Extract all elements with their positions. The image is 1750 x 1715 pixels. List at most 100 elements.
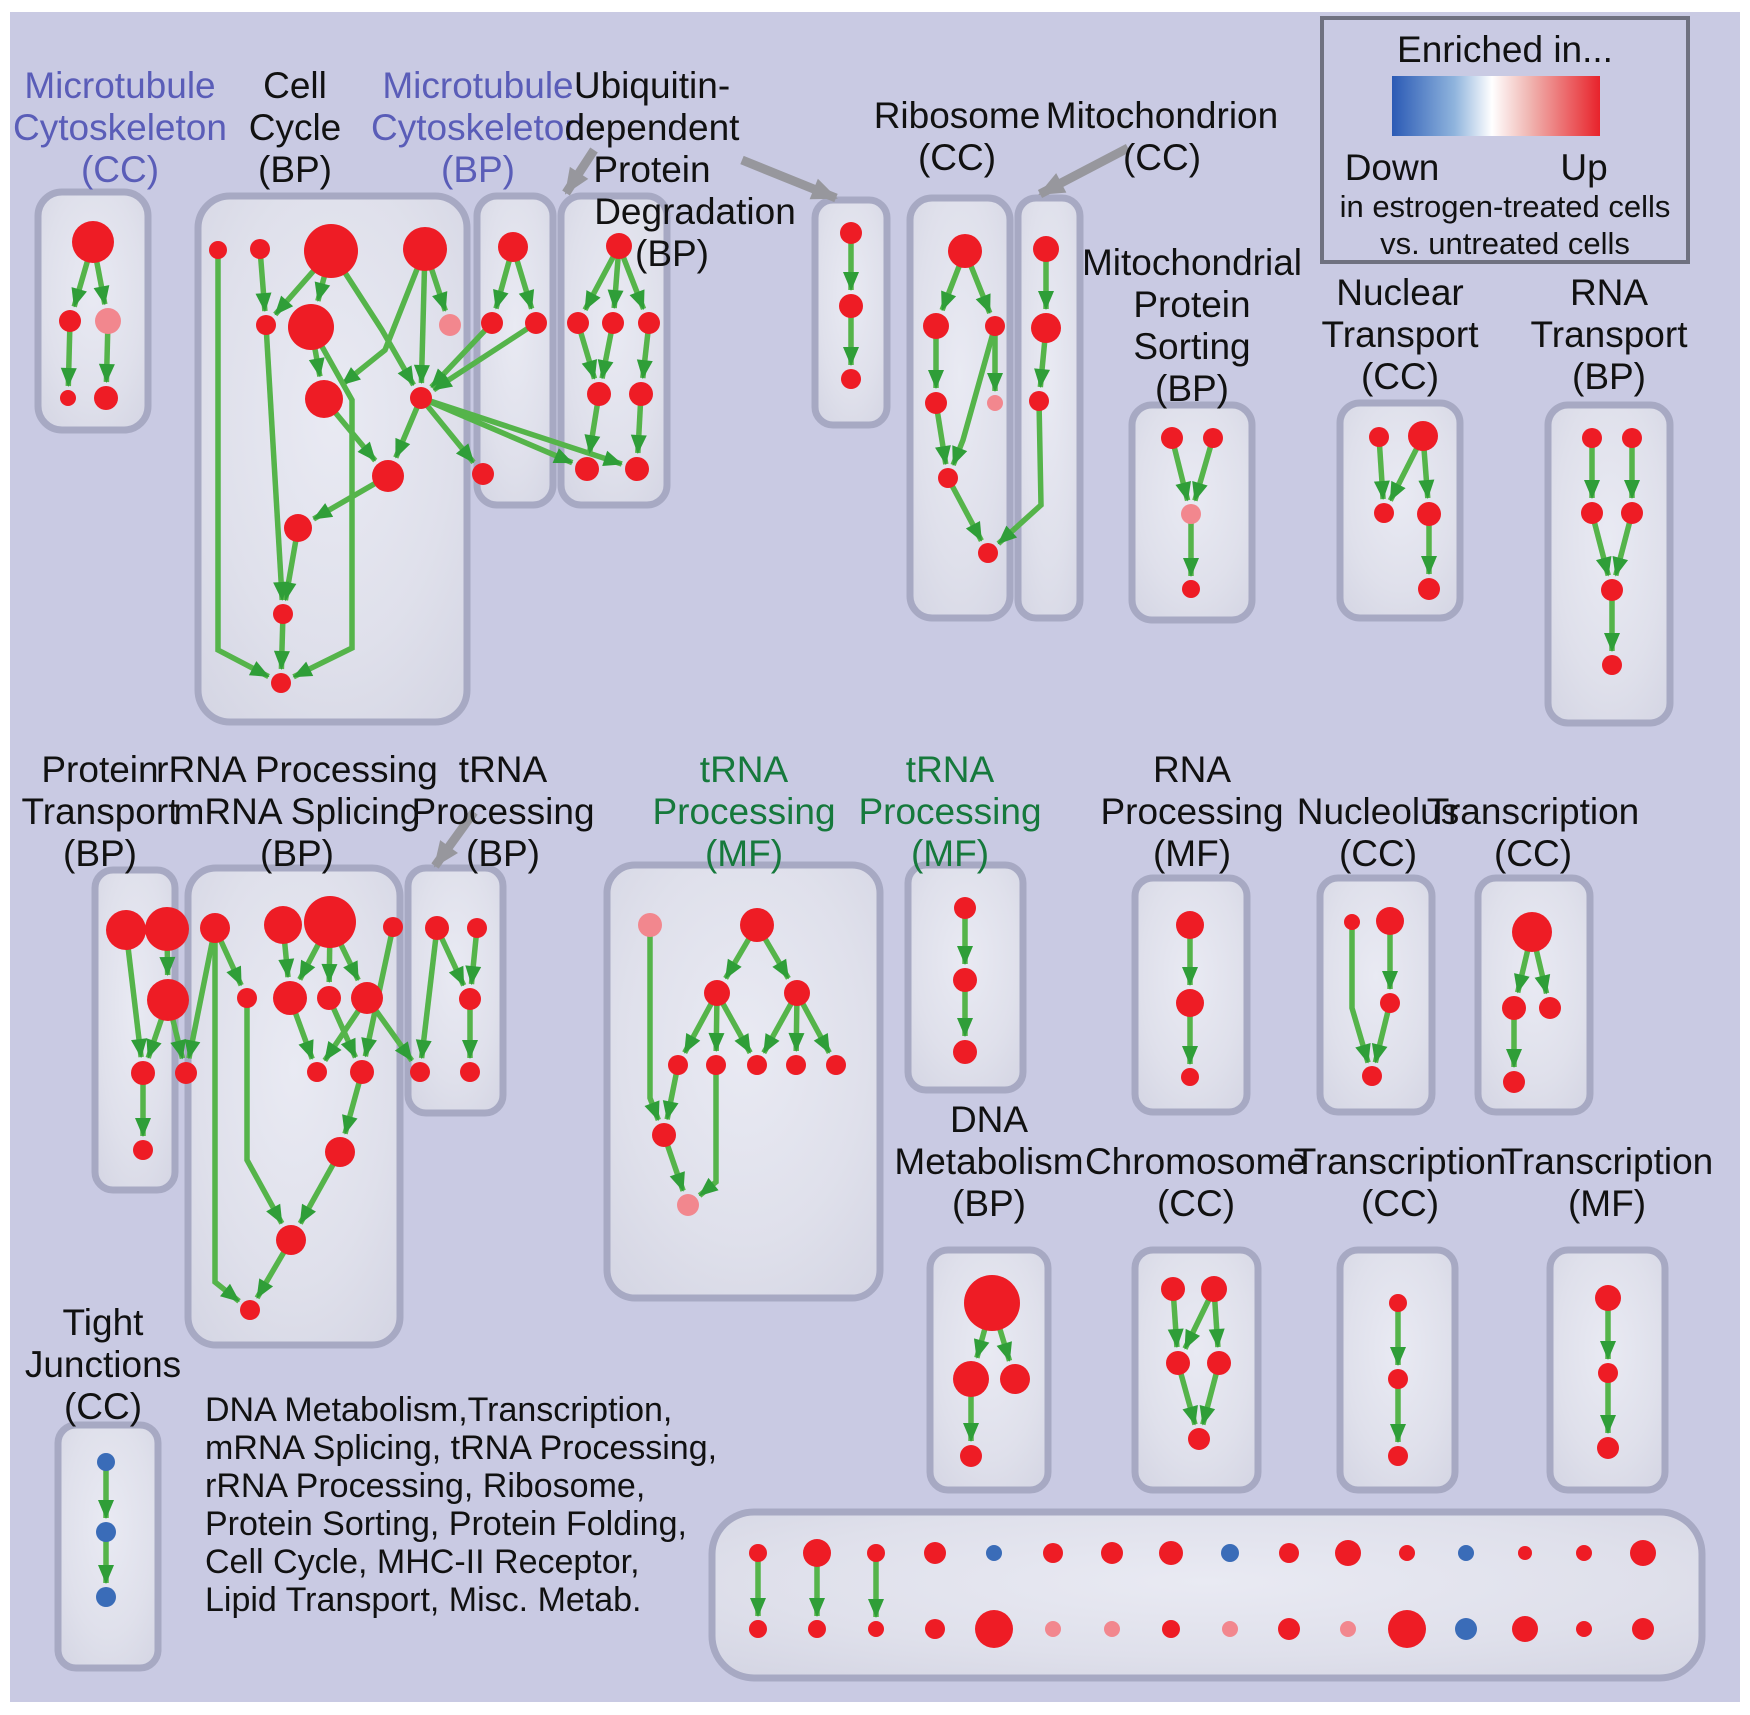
cluster-label-mito-protein-sorting-line3: Sorting [1133,326,1250,367]
cluster-label-trna-bp-line2: Processing [411,791,594,832]
cluster-label-chromosome-line1: Chromosome [1085,1141,1307,1182]
cluster-label-nuclear-transport-line1: Nuclear [1336,272,1464,313]
node-v1-red [1595,1285,1621,1311]
node-j6-red [1602,655,1622,675]
cluster-label-mitochondrion-line1: Mitochondrion [1046,95,1278,136]
node-n10-red [652,1123,676,1147]
node-d6-red [629,382,653,406]
node-b5-red [256,315,276,335]
cluster-label-nucleolus-line2: (CC) [1339,833,1417,874]
cluster-label-ubiquitin-2-line1: Degradation [594,191,796,232]
cluster-label-nucleolus-line1: Nucleolus [1297,791,1459,832]
node-x2b-red [808,1620,826,1638]
node-h1-red [1161,427,1183,449]
node-e3-red [841,369,861,389]
cluster-label-transcription-cc-r3-line1: Transcription [1294,1141,1506,1182]
cluster-label-rna-processing-line1: RNA [1153,749,1231,790]
cluster-label-nuclear-transport-line3: (CC) [1361,356,1439,397]
node-n5-red [668,1055,688,1075]
node-r1-red [1512,912,1552,952]
node-m4-red [410,1062,430,1082]
node-k6-red [133,1140,153,1160]
node-t4-red [1207,1351,1231,1375]
edge-b4-b8 [340,247,428,387]
node-v3-red [1597,1437,1619,1459]
cluster-label-microtubule-cc-line3: (CC) [81,149,159,190]
node-b4-red [403,227,447,271]
cluster-label-trna-mf-big-line1: tRNA [700,749,789,790]
node-x12b-red [1388,1610,1426,1648]
node-l5-red [237,988,257,1008]
node-x14t-red [1518,1546,1532,1560]
node-c2-red [481,312,503,334]
cluster-label-ribosome-line1: Ribosome [874,95,1041,136]
cluster-label-transcription-cc-r2-line2: (CC) [1494,833,1572,874]
edge-n1-n10 [644,925,661,1122]
node-x6b-pink [1045,1621,1061,1637]
cluster-label-mito-protein-sorting-line4: (BP) [1155,368,1229,409]
ubiquitin-left-arrow [562,147,598,196]
node-f7-red [978,543,998,563]
node-i5-red [1418,578,1440,600]
edge-b6-b13 [292,325,355,680]
ubiquitin-right-arrow [740,155,838,203]
node-l6-red [273,981,307,1015]
misc-categories-note-line3: rRNA Processing, Ribosome, [205,1467,645,1505]
edge-k1-k4 [123,929,147,1059]
node-n11-pink [677,1194,699,1216]
edge-q3-q4 [1371,1002,1393,1064]
legend-up-label: Up [1560,147,1607,188]
node-q4-red [1362,1066,1382,1086]
cluster-label-rna-transport-line2: Transport [1531,314,1689,355]
cluster-label-rrna-mrna-line1: rRNA Processing [156,749,438,790]
node-l3-red [304,896,356,948]
cluster-label-ribosome-line2: (CC) [918,137,996,178]
cluster-label-trna-mf-small-line2: Processing [858,791,1041,832]
cluster-box-misc-strip [708,1508,1706,1682]
node-d2-red [567,312,589,334]
node-h4-red [1182,580,1200,598]
cluster-label-tight-junctions-line3: (CC) [64,1386,142,1427]
node-x10t-red [1279,1543,1299,1563]
node-q1-red [1344,914,1360,930]
node-v2-red [1598,1363,1618,1383]
misc-categories-note-line5: Cell Cycle, MHC-II Receptor, [205,1543,640,1581]
node-b10-red [372,460,404,492]
legend-subtitle-line1: in estrogen-treated cells [1340,189,1671,224]
cluster-label-dna-metabolism-line1: DNA [950,1099,1028,1140]
node-x8t-red [1159,1541,1183,1565]
cluster-label-rna-transport-line1: RNA [1570,272,1648,313]
node-l2-red [264,906,302,944]
node-w1-blue [97,1453,115,1471]
node-a2-red [59,310,81,332]
node-k2-red [145,907,189,951]
node-d5-red [587,382,611,406]
node-m3-red [459,988,481,1010]
cluster-label-rna-processing-line2: Processing [1100,791,1283,832]
node-r3-red [1539,997,1561,1019]
cluster-label-cell-cycle-line2: Cycle [249,107,342,148]
cluster-label-ubiquitin-3-line1: (BP) [635,233,709,274]
cluster-label-rrna-mrna-line3: (BP) [260,833,334,874]
node-n1-pink [638,913,662,937]
node-n3-red [704,980,730,1006]
node-x13b-blue [1455,1618,1477,1640]
node-b1-red [209,241,227,259]
edge-l1-l13 [212,928,241,1304]
node-x4t-red [924,1542,946,1564]
node-b11-red [284,514,312,542]
edge-i1-i3 [1373,436,1390,501]
node-l13-red [240,1300,260,1320]
node-n7-red [747,1055,767,1075]
cluster-label-transcription-cc-r3-line2: (CC) [1361,1183,1439,1224]
legend-title: Enriched in... [1397,29,1613,70]
node-i2-red [1408,421,1438,451]
edge-h2-h3 [1192,437,1216,502]
cluster-label-trna-mf-small-line3: (MF) [911,833,989,874]
node-i4-red [1417,502,1441,526]
node-q3-red [1380,993,1400,1013]
node-j1-red [1582,428,1602,448]
node-u2-red [1388,1369,1408,1389]
